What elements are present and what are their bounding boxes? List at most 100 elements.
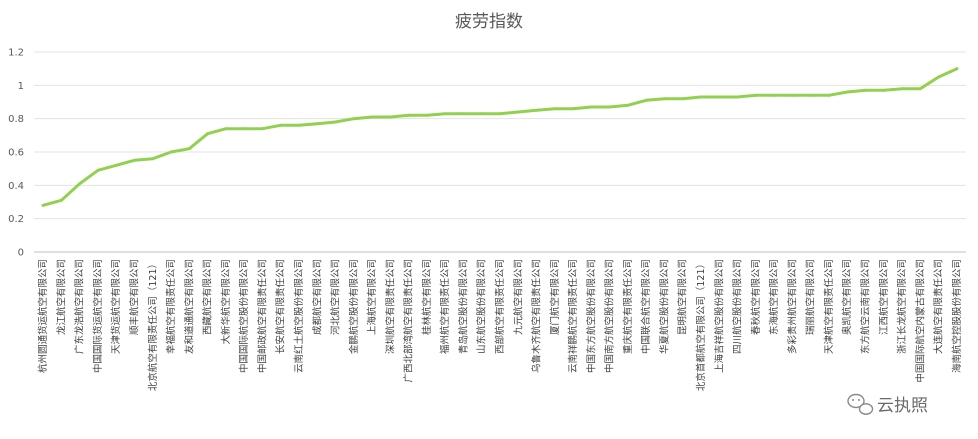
x-tick-label: 天津货运航空有限公司 <box>110 259 122 354</box>
data-point <box>535 108 538 112</box>
data-point <box>352 117 356 121</box>
x-tick-label: 天津航空有限责任公司 <box>823 259 835 354</box>
data-point <box>133 158 136 162</box>
data-point <box>553 107 557 111</box>
x-tick-label: 福州航空有限责任公司 <box>439 259 451 354</box>
x-tick-label: 北京航空有限责任公司（121） <box>147 259 159 391</box>
data-point <box>937 75 940 79</box>
x-tick-label: 顺丰航空有限公司 <box>129 259 141 335</box>
data-point <box>242 127 246 131</box>
data-point <box>900 87 904 91</box>
x-tick-label: 四川航空股份有限公司 <box>732 259 744 354</box>
x-tick-label: 东海航空有限公司 <box>768 259 780 335</box>
data-point <box>334 120 337 124</box>
x-tick-label: 深圳航空有限责任公司 <box>384 259 396 354</box>
data-point <box>827 93 831 97</box>
data-point <box>187 147 191 151</box>
y-tick-label: 0.2 <box>8 214 24 225</box>
y-tick-label: 0.4 <box>8 181 24 192</box>
data-point <box>918 87 922 91</box>
x-tick-label: 瑞丽航空有限公司 <box>805 259 817 335</box>
data-point <box>78 182 82 186</box>
x-tick-label: 金鹏航空股份有限公司 <box>348 259 360 354</box>
x-tick-label: 中国联合航空有限公司 <box>640 259 652 354</box>
data-point <box>663 97 666 101</box>
data-point <box>736 95 739 99</box>
data-point <box>279 123 283 127</box>
data-point <box>699 95 703 99</box>
data-point <box>206 132 210 136</box>
x-tick-label: 上海吉祥航空股份有限公司 <box>713 259 725 373</box>
x-tick-label: 云南红土航空股份有限公司 <box>293 259 305 373</box>
data-point <box>626 103 630 107</box>
x-tick-label: 山东航空股份有限公司 <box>476 259 488 354</box>
x-tick-label: 海南航空控股股份有限公司 <box>951 259 963 373</box>
x-tick-label: 乌鲁木齐航空有限责任公司 <box>531 259 543 373</box>
x-tick-label: 上海航空有限公司 <box>366 259 378 335</box>
series-line <box>41 67 959 207</box>
x-tick-label: 华夏航空股份有限公司 <box>658 259 670 354</box>
data-point <box>754 93 758 97</box>
data-point <box>151 157 155 161</box>
x-tick-label: 中国国际航空内蒙古有限公司 <box>914 259 926 383</box>
data-point <box>407 113 411 117</box>
watermark: 云执照 <box>847 393 928 416</box>
x-tick-label: 龙江航空有限公司 <box>55 259 67 335</box>
x-tick-label: 云南祥鹏航空有限责任公司 <box>567 259 579 373</box>
watermark-text: 云执照 <box>877 396 928 416</box>
data-point <box>370 115 374 119</box>
x-tick-label: 江西航空有限公司 <box>878 259 890 335</box>
data-point <box>169 150 173 154</box>
data-point <box>41 203 45 207</box>
gridlines <box>34 51 966 253</box>
x-tick-label: 广西北部湾航空有限责任公司 <box>403 259 415 383</box>
y-tick-label: 0 <box>18 248 24 259</box>
x-tick-label: 成都航空有限公司 <box>311 259 323 335</box>
data-point <box>425 113 429 117</box>
x-tick-label: 中国南方航空股份有限公司 <box>604 259 616 373</box>
y-tick-label: 0.6 <box>8 148 24 159</box>
data-point <box>297 123 301 127</box>
data-point <box>261 127 264 131</box>
data-point <box>717 95 721 99</box>
x-tick-label: 多彩贵州航空有限公司 <box>786 259 798 354</box>
data-point <box>315 122 319 126</box>
data-point <box>790 93 794 97</box>
x-tick-label: 杭州圆通货运航空有限公司 <box>37 259 49 373</box>
x-tick-label: 浙江长龙航空有限公司 <box>896 259 908 354</box>
data-point <box>443 112 447 116</box>
x-tick-label: 河北航空有限公司 <box>330 259 342 335</box>
y-tick-label: 0.8 <box>8 114 24 125</box>
chart-title: 疲劳指数 <box>455 12 523 32</box>
x-tick-label: 中国国际货运航空有限公司 <box>92 259 104 373</box>
series <box>41 67 959 207</box>
x-tick-label: 中国国际航空股份有限公司 <box>238 259 250 373</box>
x-tick-label: 昆明航空有限公司 <box>677 259 689 335</box>
data-point <box>864 88 867 92</box>
x-tick-label: 北京首都航空有限公司（121） <box>695 259 707 391</box>
x-tick-label: 友和道通航空有限公司 <box>183 259 195 354</box>
x-tick-label: 东方航空云南有限公司 <box>859 259 871 354</box>
x-tick-label: 中国邮政航空有限责任公司 <box>256 259 268 373</box>
data-point <box>882 88 886 92</box>
x-tick-label: 西部航空有限责任公司 <box>494 259 506 354</box>
y-tick-label: 1.2 <box>8 48 24 59</box>
data-point <box>644 98 648 102</box>
x-tick-label: 青岛航空股份有限公司 <box>457 259 469 354</box>
x-tick-label: 重庆航空有限责任公司 <box>622 259 634 354</box>
x-tick-label: 长安航空有限责任公司 <box>275 259 287 354</box>
x-tick-label: 西藏航空有限公司 <box>202 259 214 335</box>
data-point <box>516 110 520 114</box>
y-axis: 0 0.2 0.4 0.6 0.8 1 1.2 <box>8 48 24 259</box>
data-point <box>388 115 392 119</box>
data-point <box>224 127 228 131</box>
data-point <box>571 107 575 111</box>
wechat-icon <box>847 393 874 415</box>
x-tick-label: 大新华航空有限公司 <box>220 259 232 345</box>
x-tick-label: 幸福航空有限责任公司 <box>165 259 177 354</box>
x-tick-label: 广东龙浩航空有限公司 <box>74 259 86 354</box>
data-point <box>96 168 100 172</box>
x-axis: 杭州圆通货运航空有限公司 龙江航空有限公司 广东龙浩航空有限公司 中国国际货运航空有限… <box>37 259 963 391</box>
x-tick-label: 春秋航空有限公司 <box>750 259 762 335</box>
